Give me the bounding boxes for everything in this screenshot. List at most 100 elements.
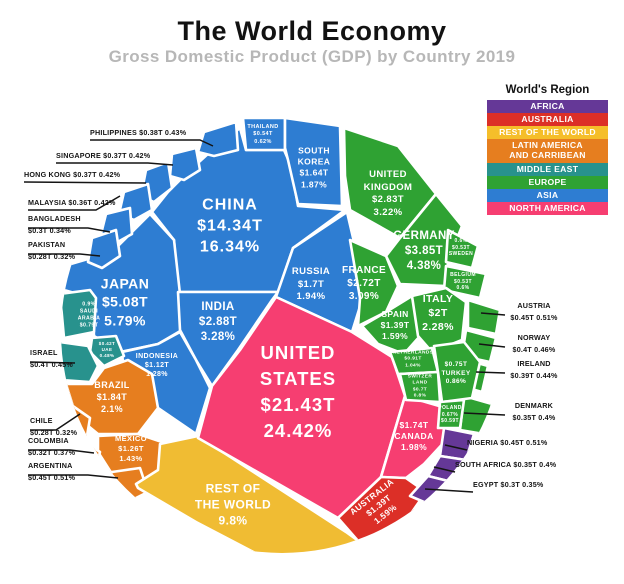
ireland-callout-line-1: $0.39T 0.44% [510, 371, 558, 381]
philippines-cell [196, 120, 240, 158]
ireland-leader-line [475, 371, 506, 374]
colombia-callout-line-0: COLOMBIA [28, 436, 69, 445]
bangladesh-callout-line-1: $0.3T 0.34% [28, 226, 71, 236]
austria-cell [466, 298, 502, 336]
legend-item-australia: AUSTRALIA [487, 113, 608, 126]
singapore-callout: SINGAPORE $0.37T 0.42% [56, 152, 150, 159]
nigeria-leader-line [444, 444, 468, 451]
chile-leader-line [30, 413, 81, 431]
legend-item-label-middle_east: MIDDLE EAST [516, 163, 579, 174]
austria-callout-line-1: $0.45T 0.51% [510, 313, 558, 323]
norway-callout-line-1: $0.4T 0.46% [512, 345, 556, 355]
egypt-leader-line [424, 488, 474, 493]
philippines-callout: PHILIPPINES $0.38T 0.43% [90, 129, 186, 136]
legend-items: AFRICA AUSTRALIA REST OF THE WORLD LATIN AM… [487, 100, 608, 215]
argentina-leader-line [28, 474, 119, 479]
denmark-leader-line [463, 412, 506, 416]
pakistan-leader-line [28, 253, 101, 257]
hong_kong-callout: HONG KONG $0.37T 0.42% [24, 171, 120, 178]
south_africa-callout: SOUTH AFRICA $0.35T 0.4% [455, 461, 556, 468]
nigeria-callout-line-0: NIGERIA $0.45T 0.51% [467, 438, 548, 447]
bangladesh-leader-line [28, 227, 111, 233]
chile-callout: CHILE $0.28T 0.32% [30, 416, 78, 438]
argentina-callout: ARGENTINA $0.45T 0.51% [28, 461, 76, 483]
south_africa-leader-line [433, 466, 456, 473]
argentina-callout-line-0: ARGENTINA [28, 461, 73, 470]
page-title: The World Economy [177, 16, 447, 46]
malaysia-callout-line-0: MALAYSIA $0.36T 0.42% [28, 198, 116, 207]
philippines-callout-line-0: PHILIPPINES $0.38T 0.43% [90, 128, 187, 137]
legend-item-label-latin_america: LATIN AMERICA AND CARRIBEAN [509, 140, 586, 160]
israel-callout-line-1: $0.4T 0.45% [30, 360, 73, 370]
turkey-cell [432, 340, 482, 404]
norway-callout-line-0: NORWAY [517, 333, 551, 342]
united_states-cell [196, 295, 407, 520]
ireland-callout: IRELAND $0.39T 0.44% [505, 359, 563, 381]
belgium-cell [442, 264, 488, 300]
south_korea-cell [283, 116, 344, 208]
hong_kong-callout-line-0: HONG KONG $0.37T 0.42% [24, 170, 121, 179]
ireland-callout-line-0: IRELAND [517, 359, 551, 368]
austria-callout: AUSTRIA $0.45T 0.51% [505, 301, 563, 323]
austria-leader-line [480, 312, 506, 316]
malaysia-callout: MALAYSIA $0.36T 0.42% [28, 199, 116, 206]
hong_kong-leader-line [23, 181, 147, 184]
denmark-callout-line-1: $0.35T 0.4% [512, 413, 556, 423]
chile-callout-line-1: $0.28T 0.32% [30, 428, 78, 438]
egypt-callout-line-0: EGYPT $0.3T 0.35% [473, 480, 544, 489]
israel-callout: ISRAEL $0.4T 0.45% [30, 348, 73, 370]
italy-cell [410, 286, 468, 354]
austria-callout-line-0: AUSTRIA [517, 301, 551, 310]
malaysia-leader-line [28, 195, 121, 211]
south_africa-callout-line-0: SOUTH AFRICA $0.35T 0.4% [455, 460, 557, 469]
legend-item-latin_america: LATIN AMERICA AND CARRIBEAN [487, 139, 608, 163]
israel-callout-line-0: ISRAEL [30, 348, 58, 357]
pakistan-callout: PAKISTAN $0.28T 0.32% [28, 240, 76, 262]
colombia-leader-line [28, 449, 95, 454]
pakistan-callout-line-0: PAKISTAN [28, 240, 66, 249]
poland-cell [436, 398, 466, 430]
philippines-leader-line [90, 139, 214, 147]
pakistan-cell [86, 228, 122, 270]
legend-item-north_america: NORTH AMERICA [487, 202, 608, 215]
singapore-leader-line [56, 162, 174, 166]
legend-item-africa: AFRICA [487, 100, 608, 113]
nigeria-callout: NIGERIA $0.45T 0.51% [467, 439, 547, 446]
pakistan-callout-line-1: $0.28T 0.32% [28, 252, 76, 262]
argentina-callout-line-1: $0.45T 0.51% [28, 473, 76, 483]
legend-item-label-rest_of_the_world: REST OF THE WORLD [499, 126, 596, 137]
colombia-callout: COLOMBIA $0.32T 0.37% [28, 436, 76, 458]
chile-callout-line-0: CHILE [30, 416, 53, 425]
callout-leader-lines [23, 139, 506, 493]
bangladesh-callout: BANGLADESH $0.3T 0.34% [28, 214, 81, 236]
norway-leader-line [478, 343, 506, 348]
legend-item-label-europe: EUROPE [528, 176, 567, 187]
norway-callout: NORWAY $0.4T 0.46% [505, 333, 563, 355]
legend-item-asia: ASIA [487, 189, 608, 202]
colombia-callout-line-1: $0.32T 0.37% [28, 448, 76, 458]
legend-item-label-australia: AUSTRALIA [521, 113, 574, 124]
israel-leader-line [29, 361, 76, 364]
denmark-callout-line-0: DENMARK [514, 401, 554, 410]
egypt-callout: EGYPT $0.3T 0.35% [473, 481, 544, 488]
bangladesh-callout-line-0: BANGLADESH [28, 214, 81, 223]
legend-item-label-north_america: NORTH AMERICA [509, 202, 586, 213]
singapore-cell [168, 146, 202, 182]
legend-title: World's Region [505, 84, 590, 96]
saudi_arabia-cell [61, 288, 98, 340]
legend-item-rest_of_the_world: REST OF THE WORLD [487, 126, 608, 139]
netherlands-cell [388, 346, 440, 376]
legend-item-europe: EUROPE [487, 176, 608, 189]
region-legend: World's Region AFRICA AUSTRALIA REST OF TH… [487, 84, 608, 215]
legend-item-middle_east: MIDDLE EAST [487, 163, 608, 176]
denmark-callout: DENMARK $0.35T 0.4% [505, 401, 563, 423]
switzerland-cell [398, 370, 442, 404]
country-cells [61, 116, 502, 553]
legend-item-label-asia: ASIA [536, 189, 559, 200]
thailand-cell [241, 116, 287, 152]
rest_of_world-cell [134, 434, 370, 553]
sweden-cell [444, 228, 480, 270]
page-subtitle: Gross Domestic Product (GDP) by Country … [108, 47, 516, 66]
